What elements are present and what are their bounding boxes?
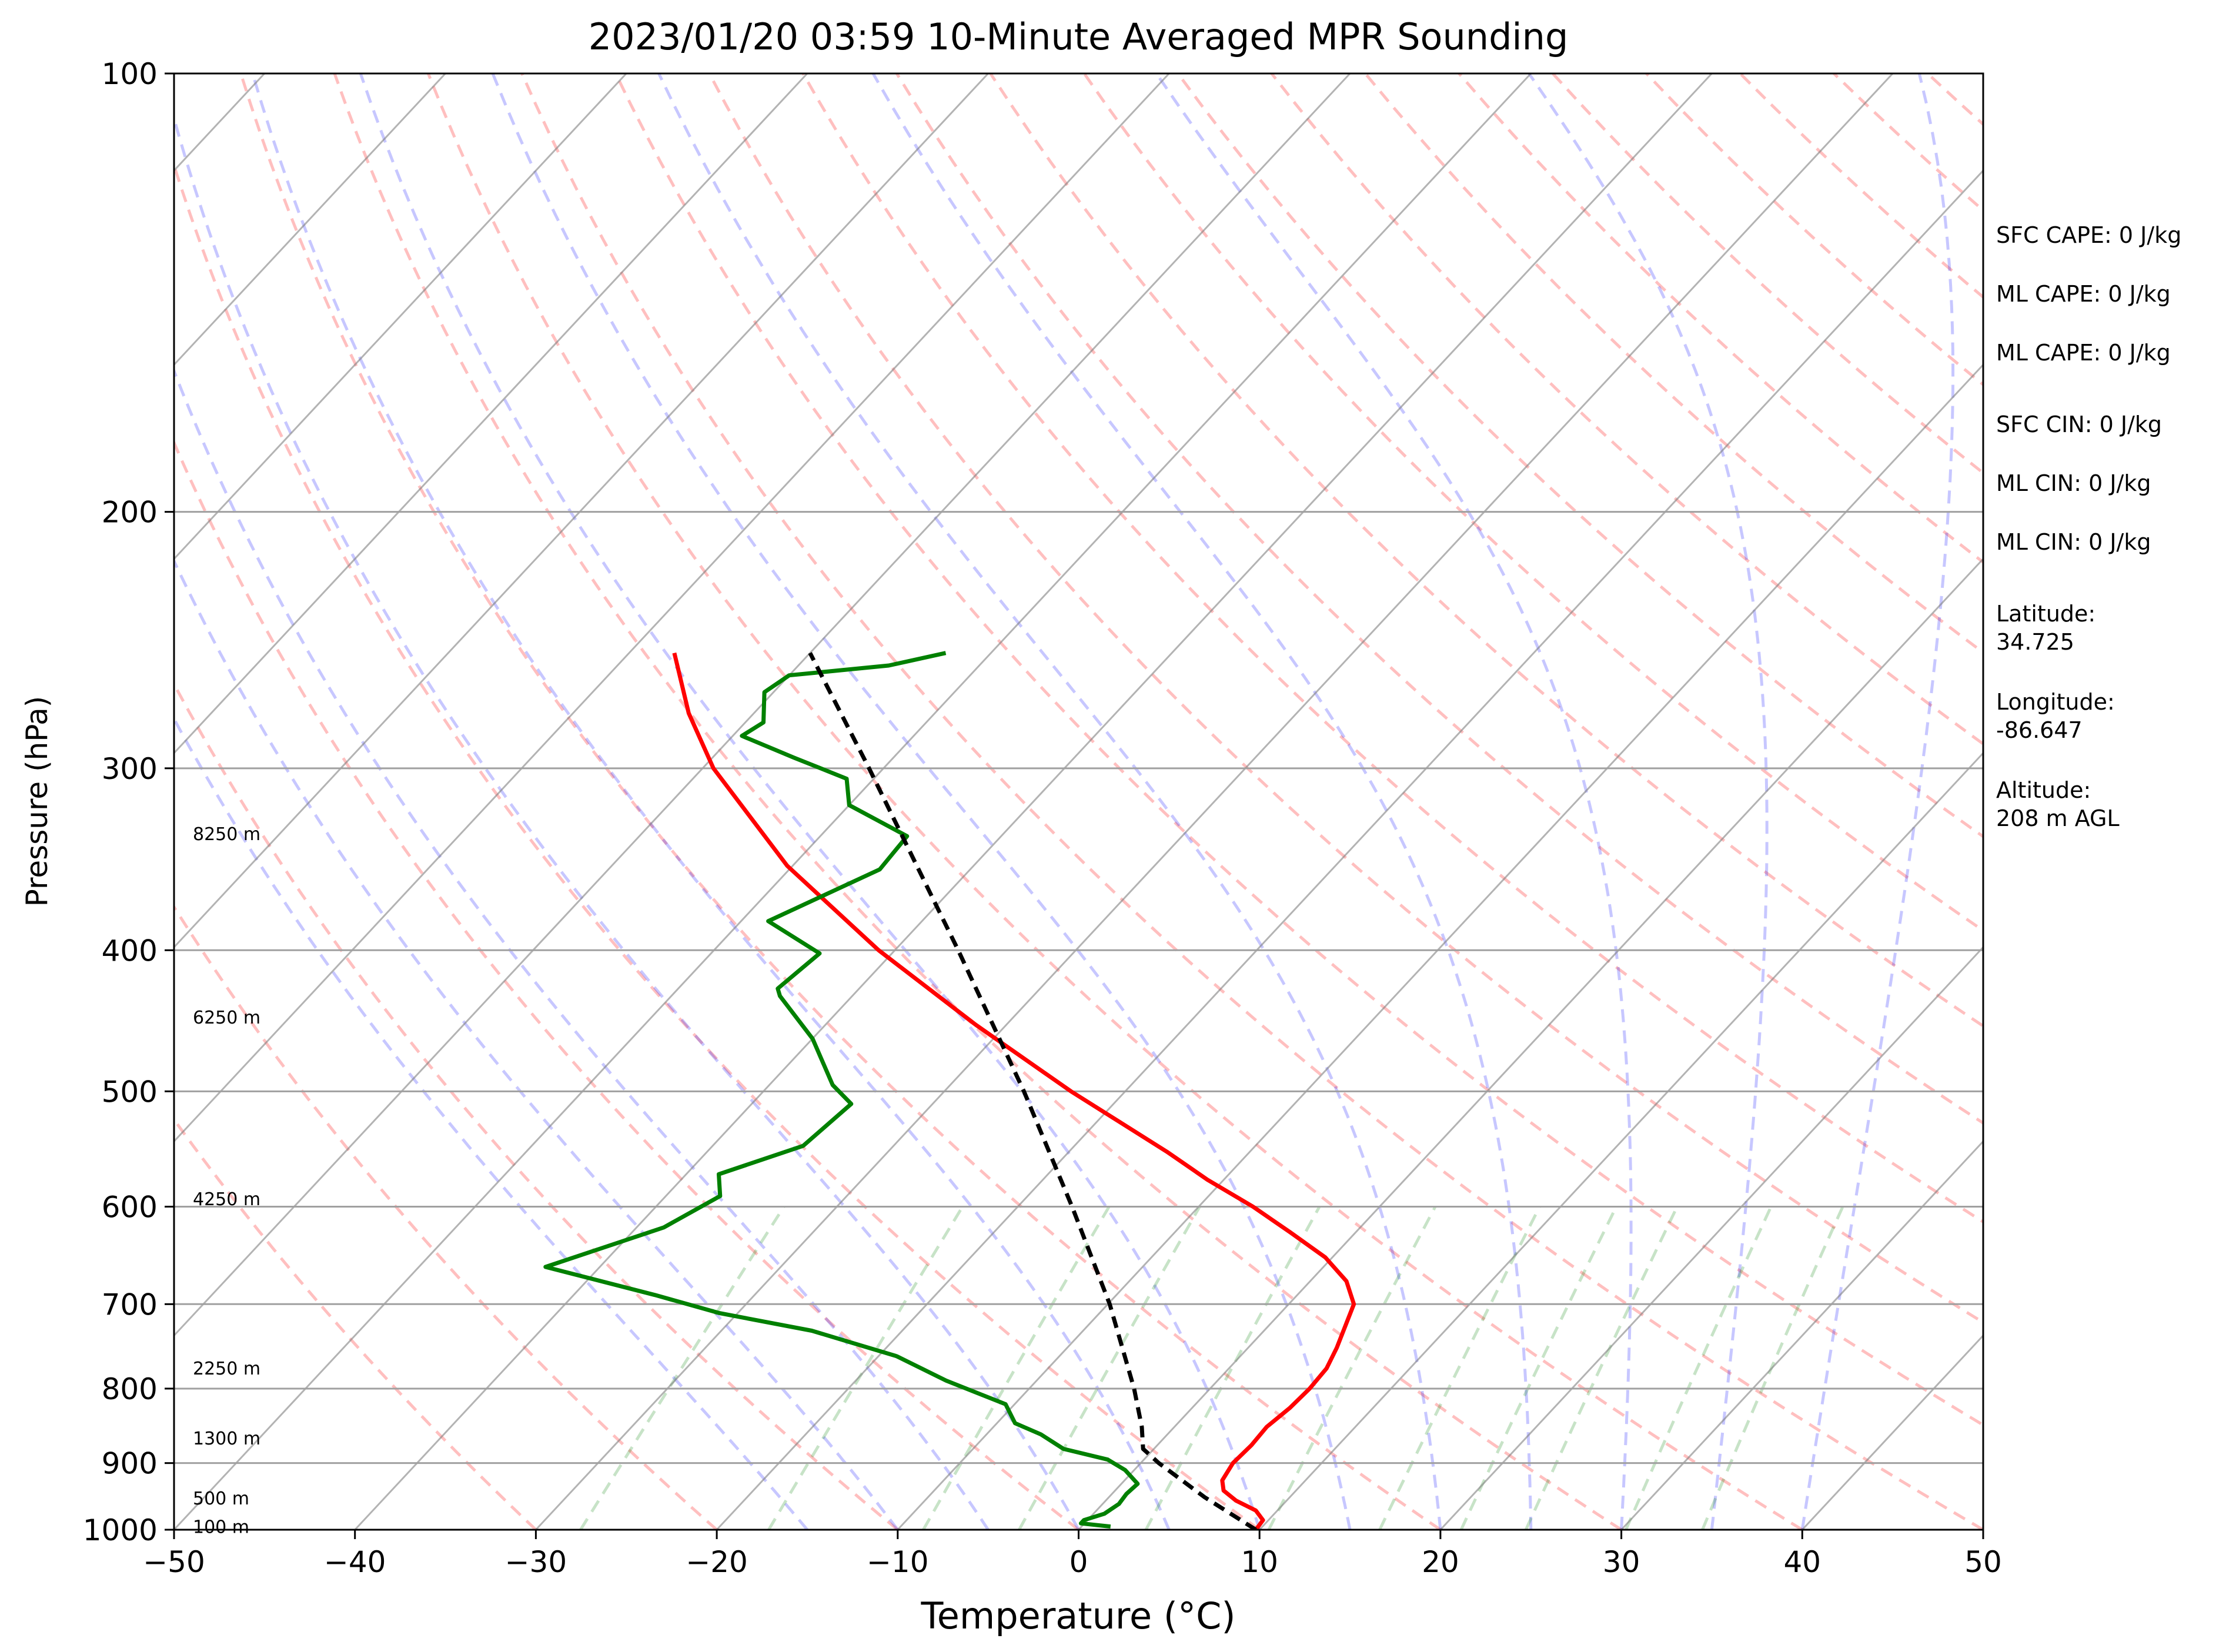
y-tick-label: 700: [102, 1288, 158, 1322]
mixing-ratio-line: [767, 1206, 964, 1530]
isotherm-line: [174, 73, 627, 560]
dry-adiabat-line: [239, 73, 1442, 1530]
dry-adiabat-line: [708, 73, 1983, 1325]
dry-adiabat-line: [174, 904, 718, 1530]
y-tick-label: 1000: [83, 1513, 158, 1547]
moist-adiabat-line: [1528, 73, 1769, 1530]
y-tick-label: 400: [102, 934, 158, 968]
dry-adiabat-line: [174, 439, 1080, 1530]
isotherm-line: [1259, 751, 1983, 1530]
ml-cape-label-2: ML CAPE: 0 J/kg: [1996, 340, 2171, 366]
parcel-profile: [808, 652, 1257, 1530]
x-tick-label: −10: [867, 1545, 929, 1579]
x-tick-label: −30: [505, 1545, 567, 1579]
dry-adiabat-line: [174, 681, 899, 1530]
moist-adiabat-line: [174, 557, 899, 1530]
isotherm-line: [1439, 945, 1983, 1530]
height-label: 4250 m: [193, 1189, 260, 1210]
longitude-label: Longitude: -86.647: [1996, 689, 2115, 743]
x-tick-label: 50: [1964, 1545, 2002, 1579]
dry-adiabat-line: [426, 73, 1803, 1530]
x-tick-label: 40: [1783, 1545, 1821, 1579]
isotherm-line: [174, 73, 808, 755]
sounding-traces: [543, 651, 1356, 1530]
dry-adiabat-line: [1270, 73, 1983, 746]
dry-adiabat-line: [895, 73, 1983, 1125]
dry-adiabat-line: [520, 73, 1983, 1530]
isotherm-line: [716, 169, 1983, 1530]
isotherm-line: [174, 73, 989, 949]
dry-adiabat-line: [174, 160, 1261, 1530]
sfc-cin-label: SFC CIN: 0 J/kg: [1996, 412, 2163, 437]
isotherm-line: [1620, 1140, 1983, 1530]
temperature-profile: [672, 652, 1356, 1530]
x-tick-label: −40: [324, 1545, 386, 1579]
moist-adiabat-line: [359, 73, 1261, 1530]
x-axis-label: Temperature (°C): [920, 1594, 1235, 1637]
moist-adiabat-line: [174, 715, 808, 1530]
moist-adiabat-line: [174, 367, 990, 1530]
latitude-label: Latitude: 34.725: [1996, 601, 2096, 655]
y-axis-label: Pressure (hPa): [20, 696, 54, 907]
y-tick-label: 200: [102, 496, 158, 530]
isotherm-line: [174, 73, 1170, 1143]
isotherm-line: [354, 73, 1713, 1530]
isotherm-line: [1078, 557, 1983, 1530]
background-lines: [174, 73, 1983, 1530]
moist-adiabat-line: [1800, 73, 1955, 1530]
moist-adiabat-line: [174, 112, 1080, 1530]
y-tick-label: 900: [102, 1447, 158, 1481]
isotherm-line: [174, 73, 1532, 1530]
x-tick-label: 10: [1241, 1545, 1278, 1579]
mixing-ratio-line: [579, 1206, 786, 1530]
moist-adiabat-line: [491, 73, 1352, 1530]
mixing-ratio-line: [922, 1206, 1111, 1530]
height-label: 100 m: [193, 1517, 249, 1538]
y-tick-label: 500: [102, 1075, 158, 1109]
isotherm-line: [897, 363, 1983, 1530]
chart-title: 2023/01/20 03:59 10-Minute Averaged MPR …: [589, 15, 1569, 58]
y-tick-label: 600: [102, 1190, 158, 1224]
isotherm-line: [535, 73, 1894, 1530]
x-tick-label: −50: [143, 1545, 205, 1579]
moist-adiabat-line: [251, 73, 1171, 1530]
height-label: 1300 m: [193, 1429, 260, 1449]
moist-adiabat-line: [657, 73, 1442, 1530]
x-tick-label: 30: [1603, 1545, 1640, 1579]
y-tick-label: 100: [102, 57, 158, 91]
dry-adiabat-line: [801, 73, 1983, 1224]
dry-adiabat-line: [1082, 73, 1983, 932]
mixing-ratio-line: [1018, 1206, 1201, 1530]
x-tick-label: −20: [686, 1545, 748, 1579]
x-tick-label: 20: [1422, 1545, 1459, 1579]
height-label: 8250 m: [193, 824, 260, 845]
isotherm-line: [174, 73, 1351, 1337]
y-tick-label: 800: [102, 1372, 158, 1406]
height-label: 6250 m: [193, 1008, 260, 1028]
y-tick-label: 300: [102, 752, 158, 786]
isotherm-line: [174, 73, 446, 366]
axes: −50 −40 −30 −20 −10 0 10 20 30 40 50 1000 900 800 700 6…: [83, 57, 2002, 1579]
ml-cin-label: ML CIN: 0 J/kg: [1996, 470, 2151, 496]
x-tick-label: 0: [1069, 1545, 1088, 1579]
dewpoint-profile: [543, 651, 1140, 1529]
height-label: 2250 m: [193, 1359, 260, 1379]
ml-cin-label-2: ML CIN: 0 J/kg: [1996, 529, 2151, 555]
sfc-cape-label: SFC CAPE: 0 J/kg: [1996, 222, 2182, 248]
dry-adiabat-line: [333, 73, 1622, 1530]
height-labels: 100 m 500 m 1300 m 2250 m 4250 m 6250 m 8250 m: [193, 824, 260, 1538]
dry-adiabat-line: [174, 1117, 537, 1530]
altitude-label: Altitude: 208 m AGL: [1996, 777, 2120, 831]
ml-cape-label: ML CAPE: 0 J/kg: [1996, 281, 2171, 307]
height-label: 500 m: [193, 1489, 249, 1509]
dry-adiabat-line: [614, 73, 1983, 1427]
